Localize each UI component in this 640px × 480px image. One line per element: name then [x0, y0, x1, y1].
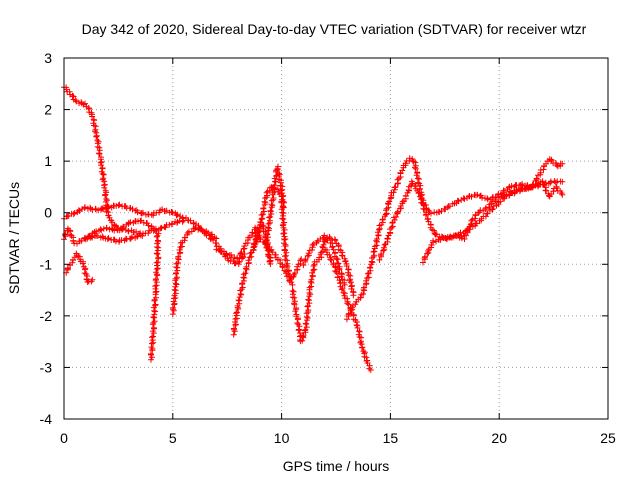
series-markers	[61, 217, 187, 247]
series-satellite-m	[420, 178, 566, 266]
series-markers	[169, 224, 220, 318]
series-satellite-n	[213, 224, 296, 288]
series-markers	[376, 156, 566, 263]
series-markers	[213, 224, 296, 288]
x-tick-labels: 0 5 10 15 20 25	[60, 430, 616, 446]
series-markers	[300, 232, 357, 299]
x-tick-label: 15	[383, 430, 399, 446]
series-markers	[343, 155, 566, 323]
x-tick-label: 20	[491, 430, 507, 446]
y-tick-label: -4	[40, 411, 53, 427]
y-tick-label: 3	[44, 50, 52, 66]
series-markers	[322, 246, 374, 373]
series-satellite-d	[63, 250, 96, 285]
series-markers	[250, 163, 288, 267]
series-satellite-e	[82, 217, 162, 363]
x-tick-label: 10	[274, 430, 290, 446]
data-points	[61, 84, 566, 373]
series-satellite-o	[300, 232, 357, 299]
x-axis-title: GPS time / hours	[283, 458, 390, 474]
y-tick-label: 1	[44, 153, 52, 169]
y-tick-label: -1	[40, 256, 53, 272]
series-markers	[82, 217, 162, 363]
grid-lines	[64, 58, 608, 419]
y-tick-labels: -4 -3 -2 -1 0 1 2 3	[40, 50, 53, 427]
y-tick-label: 2	[44, 102, 52, 118]
chart-title: Day 342 of 2020, Sidereal Day-to-day VTE…	[82, 21, 587, 37]
axis-ticks	[63, 57, 609, 420]
series-satellite-k	[343, 155, 566, 323]
series-satellite-h	[250, 163, 288, 267]
x-tick-label: 5	[169, 430, 177, 446]
series-satellite-f	[169, 224, 220, 318]
series-markers	[420, 178, 566, 266]
y-tick-label: -2	[40, 308, 53, 324]
plot-frame	[63, 57, 609, 420]
x-tick-label: 25	[600, 430, 616, 446]
x-tick-label: 0	[60, 430, 68, 446]
y-axis-title: SDTVAR / TECUs	[6, 182, 22, 294]
series-markers	[63, 250, 96, 285]
series-satellite-l	[376, 156, 566, 263]
series-satellite-c	[61, 217, 187, 247]
y-tick-label: -3	[40, 359, 53, 375]
series-satellite-j	[322, 246, 374, 373]
y-tick-label: 0	[44, 205, 52, 221]
